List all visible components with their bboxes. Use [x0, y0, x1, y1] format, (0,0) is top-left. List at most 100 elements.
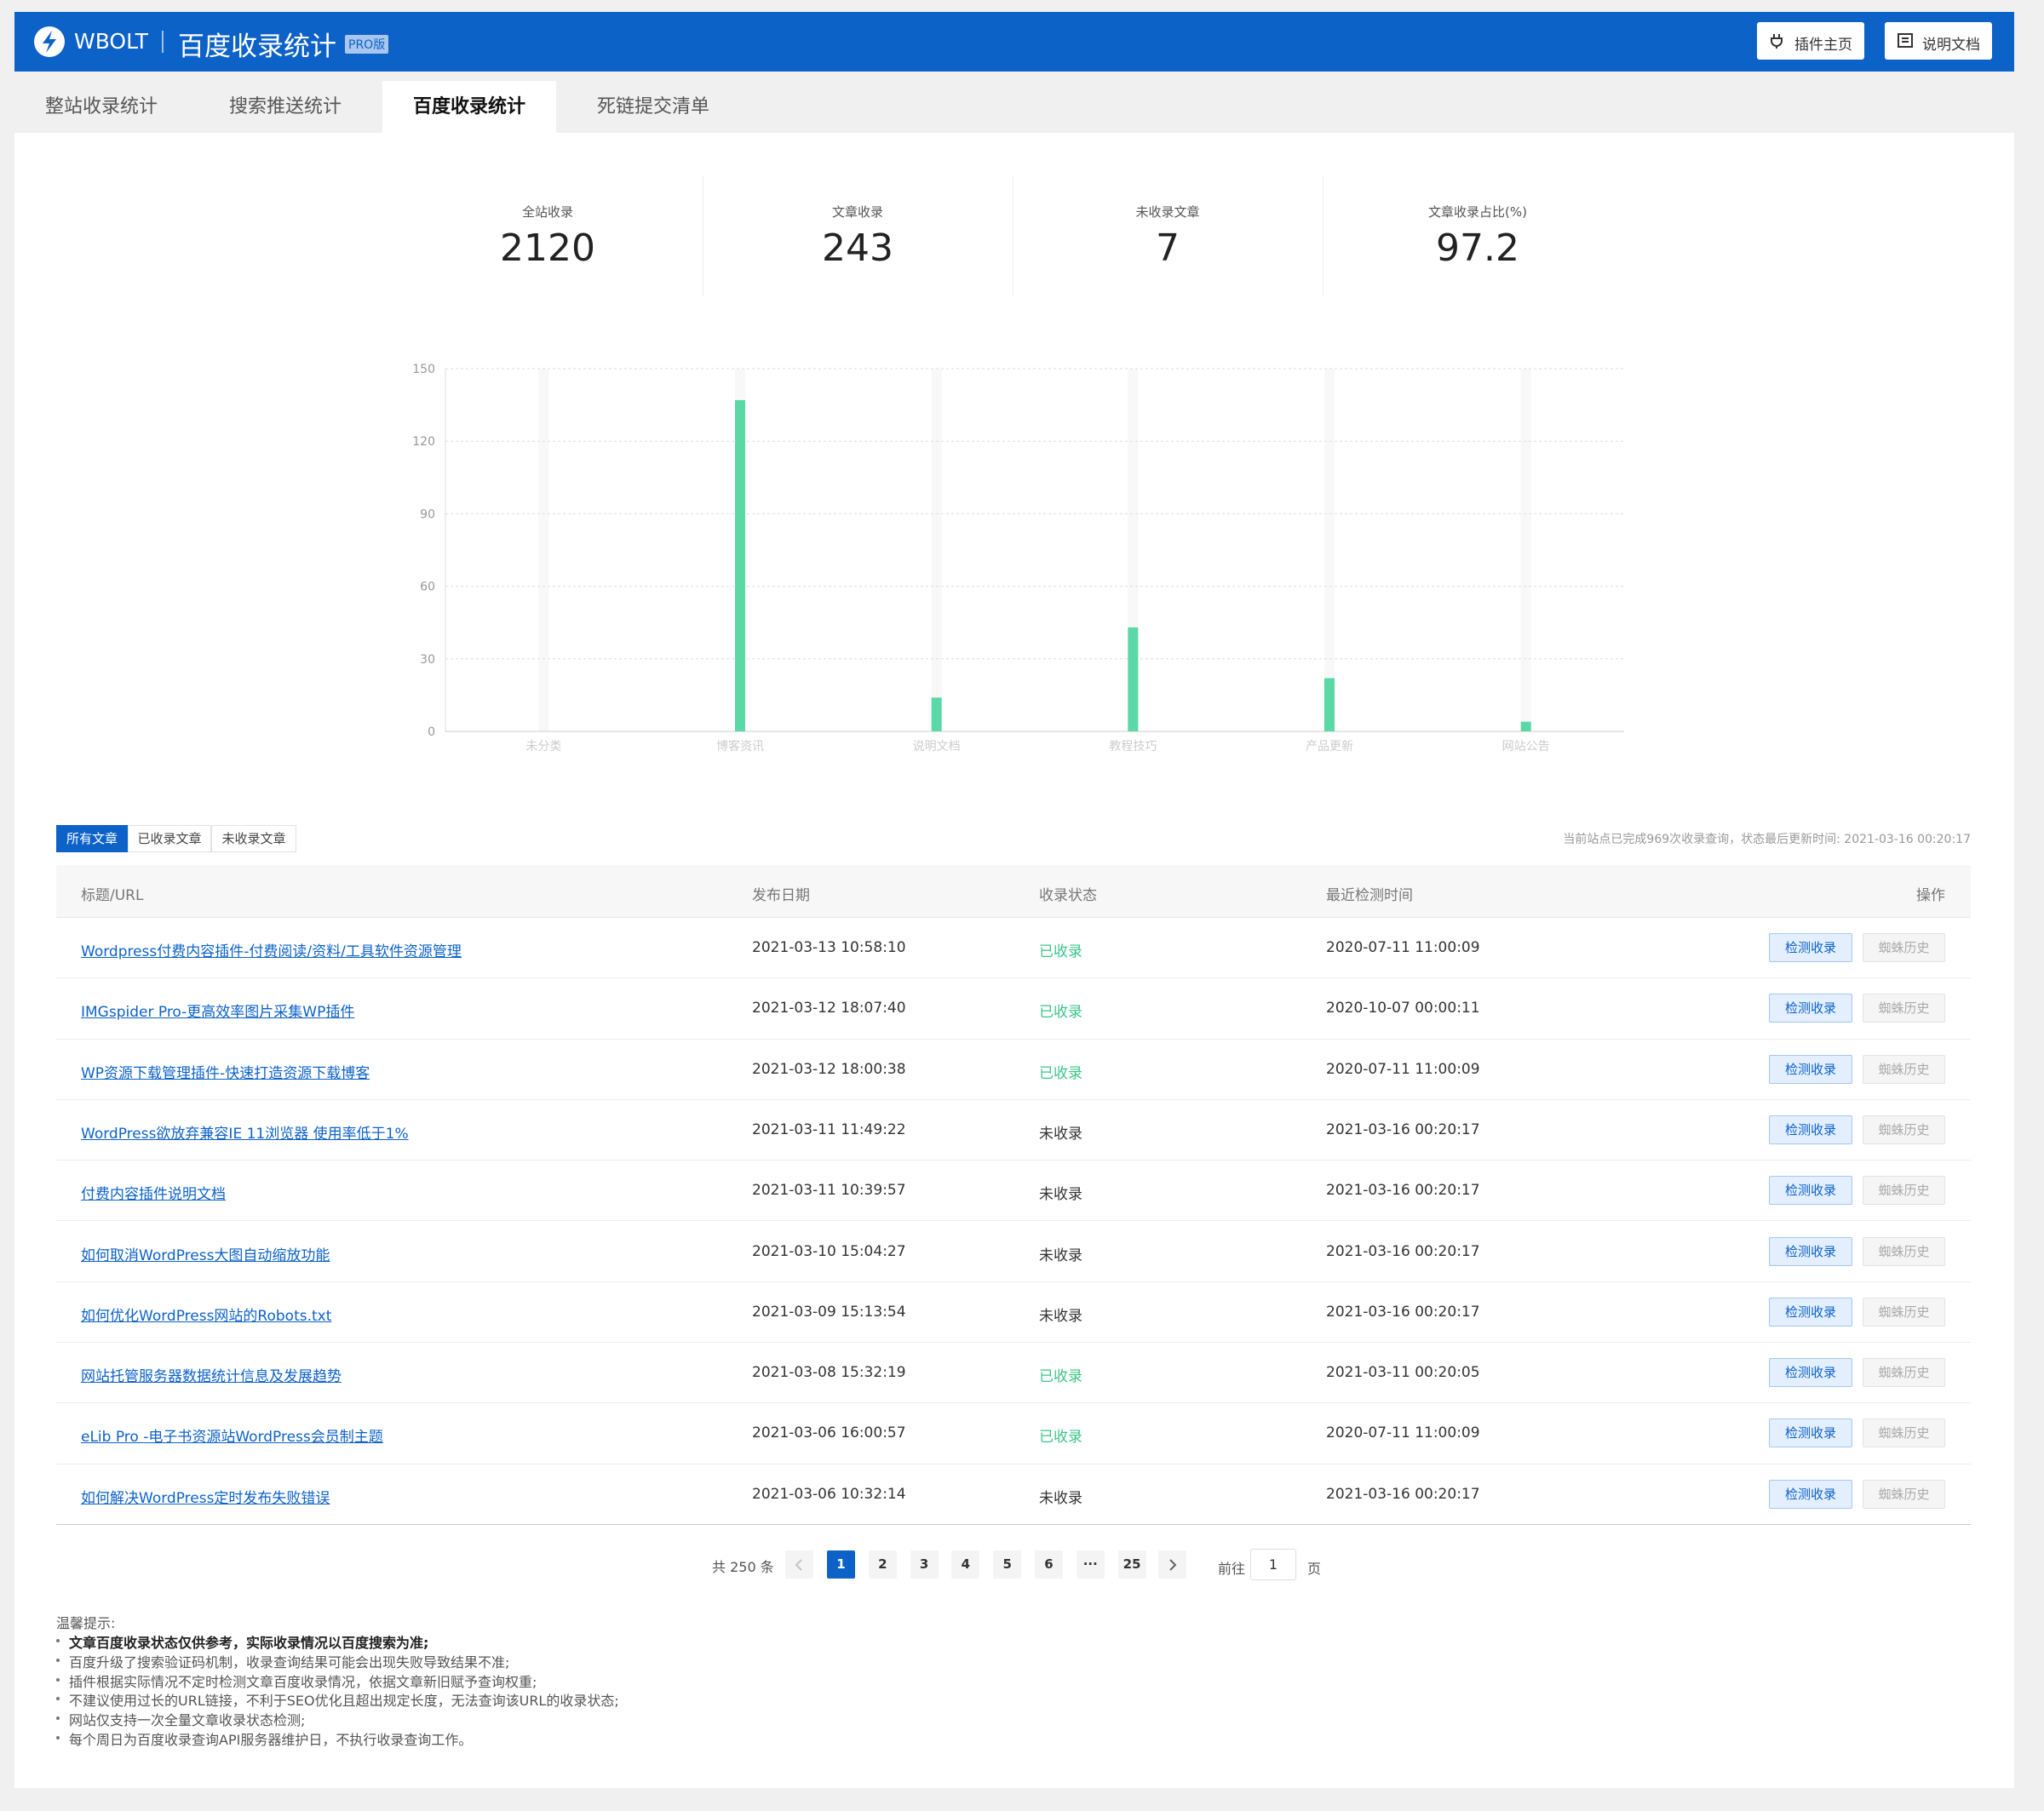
spider-history-button[interactable]: 蜘蛛历史 [1863, 994, 1945, 1023]
x-tick-label: 教程技巧 [1109, 740, 1157, 754]
page-button[interactable]: 5 [993, 1550, 1021, 1579]
spider-history-button[interactable]: 蜘蛛历史 [1863, 1115, 1945, 1144]
check-button[interactable]: 检测收录 [1769, 1298, 1852, 1327]
bar [1324, 679, 1335, 731]
post-link[interactable]: 如何取消WordPress大图自动缩放功能 [81, 1243, 330, 1264]
bar [1128, 628, 1138, 731]
page-input[interactable]: 1 [1250, 1549, 1296, 1580]
publish-date: 2021-03-12 18:07:40 [752, 1000, 906, 1017]
page-unit: 页 [1307, 1557, 1321, 1578]
table-row [56, 1343, 1971, 1403]
page-button[interactable]: ··· [1077, 1550, 1105, 1579]
check-button[interactable]: 检测收录 [1769, 994, 1852, 1023]
checked-time: 2021-03-11 00:20:05 [1326, 1364, 1480, 1381]
checked-time: 2021-03-16 00:20:17 [1326, 1486, 1480, 1503]
post-link[interactable]: WordPress欲放弃兼容IE 11浏览器 使用率低于1% [81, 1121, 409, 1143]
page-button[interactable]: 2 [869, 1550, 897, 1579]
page-button[interactable]: 1 [827, 1550, 855, 1579]
publish-date: 2021-03-11 11:49:22 [752, 1121, 906, 1138]
category-band [932, 369, 942, 731]
column-header: 收录状态 [1039, 883, 1097, 904]
filter-button[interactable]: 未收录文章 [211, 825, 296, 852]
spider-history-button[interactable]: 蜘蛛历史 [1863, 1480, 1945, 1509]
column-header: 操作 [1916, 883, 1945, 904]
publish-date: 2021-03-11 10:39:57 [752, 1182, 906, 1199]
y-tick-label: 90 [420, 507, 435, 521]
tab[interactable]: 整站收录统计 [14, 81, 188, 133]
next-page[interactable] [1158, 1550, 1186, 1579]
tip-item: 每个周日为百度收录查询API服务器维护日，不执行收录查询工作。 [69, 1728, 472, 1749]
post-link[interactable]: 如何解决WordPress定时发布失败错误 [81, 1486, 330, 1507]
y-tick-label: 30 [420, 653, 435, 667]
post-link[interactable]: 如何优化WordPress网站的Robots.txt [81, 1304, 331, 1325]
index-status: 未收录 [1039, 1304, 1082, 1325]
prev-page[interactable] [785, 1550, 813, 1579]
filter-button[interactable]: 已收录文章 [128, 825, 211, 852]
post-link[interactable]: 付费内容插件说明文档 [81, 1182, 226, 1203]
index-status: 已收录 [1039, 1364, 1082, 1385]
column-header: 标题/URL [81, 883, 143, 904]
chart: 0306090120150未分类博客资讯说明文档教程技巧产品更新网站公告 [375, 341, 1669, 766]
spider-history-button[interactable]: 蜘蛛历史 [1863, 1176, 1945, 1205]
tip-bullet [56, 1639, 60, 1642]
category-band [1324, 369, 1335, 731]
tab[interactable]: 搜索推送统计 [198, 81, 372, 133]
stat-value: 7 [1040, 226, 1295, 270]
tip-item: 网站仅支持一次全量文章收录状态检测; [69, 1709, 305, 1729]
stat-label: 全站收录 [420, 203, 675, 221]
table-row [56, 1161, 1971, 1221]
page-button[interactable]: 3 [910, 1550, 939, 1579]
publish-date: 2021-03-06 10:32:14 [752, 1486, 906, 1503]
check-button[interactable]: 检测收录 [1769, 1176, 1852, 1205]
index-status: 未收录 [1039, 1182, 1082, 1203]
post-link[interactable]: 网站托管服务器数据统计信息及发展趋势 [81, 1364, 342, 1385]
x-tick-label: 说明文档 [913, 740, 961, 754]
publish-date: 2021-03-09 15:13:54 [752, 1304, 906, 1321]
plugin-home-button[interactable]: 插件主页 [1757, 22, 1864, 60]
stat-value: 2120 [420, 226, 675, 270]
docs-button[interactable]: 说明文档 [1885, 22, 1992, 60]
bar [932, 697, 942, 731]
check-button[interactable]: 检测收录 [1769, 1480, 1852, 1509]
post-link[interactable]: eLib Pro -电子书资源站WordPress会员制主题 [81, 1424, 383, 1446]
filter-button[interactable]: 所有文章 [56, 825, 128, 852]
table-row [56, 1464, 1971, 1525]
y-tick-label: 120 [412, 435, 435, 449]
checked-time: 2020-07-11 11:00:09 [1326, 1424, 1480, 1441]
tip-item: 百度升级了搜索验证码机制，收录查询结果可能会出现失败导致结果不准; [69, 1651, 509, 1671]
table-row [56, 1282, 1971, 1343]
brand: WBOLT [74, 29, 148, 54]
column-header: 最近检测时间 [1326, 883, 1413, 904]
post-link[interactable]: IMGspider Pro-更高效率图片采集WP插件 [81, 1000, 354, 1021]
check-button[interactable]: 检测收录 [1769, 1115, 1852, 1144]
spider-history-button[interactable]: 蜘蛛历史 [1863, 1055, 1945, 1084]
category-band [1521, 369, 1531, 731]
index-status: 已收录 [1039, 1424, 1082, 1446]
page-button[interactable]: 6 [1035, 1550, 1063, 1579]
spider-history-button[interactable]: 蜘蛛历史 [1863, 1237, 1945, 1266]
check-button[interactable]: 检测收录 [1769, 933, 1852, 962]
tab[interactable]: 百度收录统计 [382, 81, 556, 133]
logo-icon [33, 26, 66, 58]
check-button[interactable]: 检测收录 [1769, 1055, 1852, 1084]
spider-history-button[interactable]: 蜘蛛历史 [1863, 1358, 1945, 1387]
post-link[interactable]: WP资源下载管理插件-快速打造资源下载博客 [81, 1061, 370, 1082]
bar [1521, 722, 1531, 731]
tab[interactable]: 死链提交清单 [566, 81, 740, 133]
check-button[interactable]: 检测收录 [1769, 1358, 1852, 1387]
spider-history-button[interactable]: 蜘蛛历史 [1863, 1418, 1945, 1447]
spider-history-button[interactable]: 蜘蛛历史 [1863, 1298, 1945, 1327]
status-note: 当前站点已完成969次收录查询，状态最后更新时间: 2021-03-16 00:… [1563, 830, 1971, 847]
post-link[interactable]: Wordpress付费内容插件-付费阅读/资料/工具软件资源管理 [81, 939, 462, 960]
y-tick-label: 0 [428, 725, 435, 739]
tip-item: 插件根据实际情况不定时检测文章百度收录情况，依据文章新旧赋予查询权重; [69, 1671, 537, 1691]
check-button[interactable]: 检测收录 [1769, 1418, 1852, 1447]
checked-time: 2021-03-16 00:20:17 [1326, 1304, 1480, 1321]
spider-history-button[interactable]: 蜘蛛历史 [1863, 933, 1945, 962]
tip-bullet [56, 1736, 60, 1739]
page-button[interactable]: 4 [951, 1550, 979, 1579]
tip-bullet [56, 1678, 60, 1682]
check-button[interactable]: 检测收录 [1769, 1237, 1852, 1266]
page-button[interactable]: 25 [1118, 1550, 1146, 1579]
